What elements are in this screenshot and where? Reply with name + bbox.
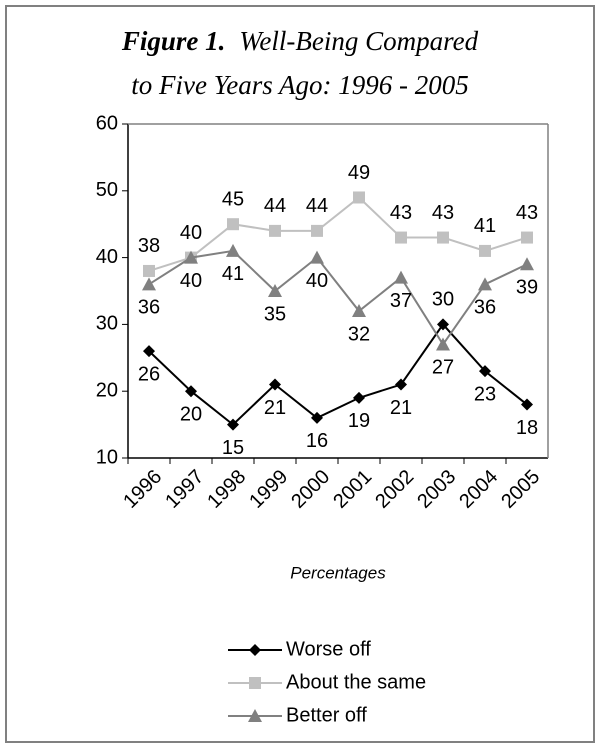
- data-label: 39: [516, 277, 538, 299]
- data-label: 27: [432, 357, 454, 379]
- data-label: 23: [474, 383, 496, 405]
- marker: [142, 277, 156, 291]
- data-label: 44: [306, 195, 328, 217]
- data-label: 43: [432, 202, 454, 224]
- data-label: 40: [180, 270, 202, 292]
- data-label: 41: [222, 263, 244, 285]
- marker: [227, 218, 239, 231]
- data-label: 40: [180, 222, 202, 244]
- data-label: 36: [138, 297, 160, 319]
- marker: [479, 244, 491, 257]
- y-tick-label: 10: [96, 446, 118, 468]
- marker: [436, 337, 450, 351]
- legend-label: Worse off: [286, 638, 371, 660]
- series-line: [148, 249, 528, 347]
- y-tick-label: 50: [96, 179, 118, 201]
- data-label: 45: [222, 188, 244, 210]
- legend-label: Better off: [286, 704, 367, 726]
- marker: [353, 391, 365, 404]
- series-line: [148, 322, 528, 426]
- marker: [437, 318, 449, 331]
- data-label: 38: [138, 235, 160, 257]
- legend-entry: Worse off: [228, 638, 371, 660]
- marker: [520, 257, 534, 271]
- data-label: 18: [516, 417, 538, 439]
- data-label: 16: [306, 430, 328, 452]
- data-label: 37: [390, 290, 412, 312]
- marker: [226, 243, 240, 257]
- x-axis-label: Percentages: [290, 563, 386, 582]
- legend-marker: [249, 644, 261, 656]
- frame: [5, 5, 595, 743]
- marker: [394, 270, 408, 284]
- data-label: 44: [264, 195, 286, 217]
- data-label: 30: [432, 289, 454, 311]
- data-label: 41: [474, 215, 496, 237]
- legend-marker: [249, 677, 261, 689]
- y-tick-label: 60: [96, 112, 118, 134]
- marker: [310, 250, 324, 264]
- data-label: 26: [138, 363, 160, 385]
- data-label: 43: [516, 202, 538, 224]
- legend-entry: Better off: [228, 704, 367, 726]
- marker: [143, 345, 155, 358]
- marker: [521, 231, 533, 244]
- title-line: Well-Being Compared: [239, 26, 478, 56]
- marker: [479, 365, 491, 378]
- marker: [395, 378, 407, 391]
- data-label: 21: [390, 397, 412, 419]
- data-label: 15: [222, 437, 244, 459]
- data-label: 40: [306, 270, 328, 292]
- marker: [352, 304, 366, 318]
- marker: [437, 231, 449, 244]
- y-tick-label: 30: [96, 313, 118, 335]
- data-label: 35: [264, 303, 286, 325]
- marker: [353, 191, 365, 204]
- title-line: to Five Years Ago: 1996 - 2005: [131, 70, 469, 100]
- series-line: [148, 196, 528, 272]
- y-tick-label: 40: [96, 246, 118, 268]
- data-label: 49: [348, 162, 370, 184]
- legend-entry: About the same: [228, 671, 426, 693]
- data-label: 21: [264, 397, 286, 419]
- chart-title: Figure 1. Well-Being Compared: [121, 26, 479, 56]
- marker: [311, 224, 323, 237]
- marker: [143, 264, 155, 277]
- data-label: 32: [348, 323, 370, 345]
- legend-marker: [248, 709, 262, 722]
- y-tick-label: 20: [96, 379, 118, 401]
- marker: [184, 250, 198, 264]
- data-label: 43: [390, 202, 412, 224]
- marker: [311, 411, 323, 424]
- marker: [227, 418, 239, 431]
- marker: [268, 284, 282, 297]
- marker: [269, 378, 281, 391]
- legend-label: About the same: [286, 671, 426, 693]
- data-label: 20: [180, 403, 202, 425]
- figure-label: Figure 1.: [121, 26, 226, 56]
- marker: [478, 277, 492, 291]
- marker: [521, 398, 533, 411]
- marker: [395, 231, 407, 244]
- data-label: 19: [348, 410, 370, 432]
- marker: [269, 224, 281, 237]
- data-label: 36: [474, 297, 496, 319]
- marker: [185, 385, 197, 398]
